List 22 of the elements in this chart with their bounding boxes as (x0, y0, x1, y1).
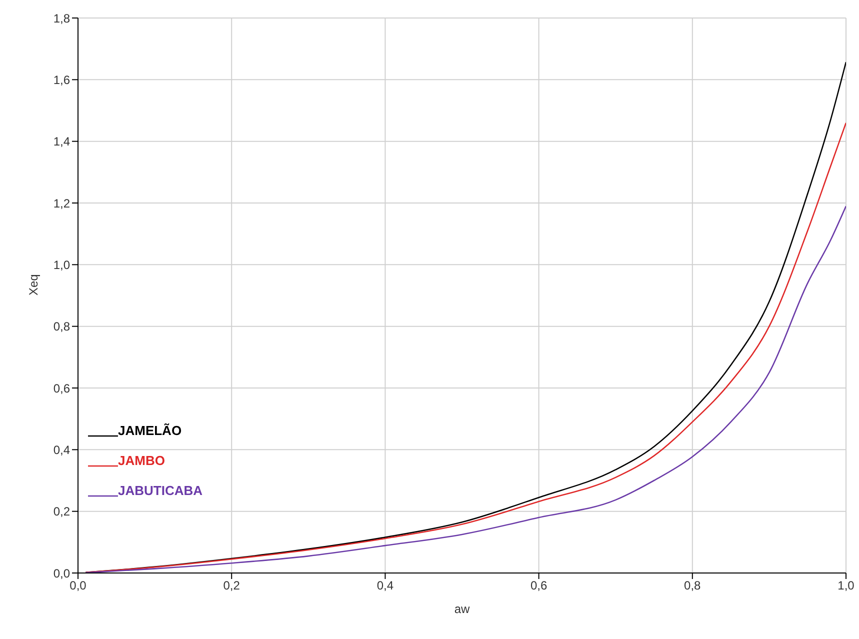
line-series (85, 205, 846, 573)
x-axis-title: aw (454, 602, 470, 616)
y-tick-label: 0,0 (53, 566, 70, 580)
y-tick-label: 1,8 (53, 11, 70, 26)
y-axis-title: Xeq (26, 274, 40, 296)
x-tick-label: 0,8 (684, 578, 702, 593)
legend-label: JAMELÃO (118, 423, 182, 438)
y-tick-label: 1,4 (53, 134, 70, 149)
y-tick-label: 1,2 (53, 196, 70, 210)
y-tick-label: 1,0 (53, 258, 70, 272)
legend-label: JABUTICABA (118, 483, 202, 498)
legend-label: JAMBO (118, 453, 165, 468)
y-tick-label: 1,6 (53, 72, 70, 87)
x-tick-label: 1,0 (838, 578, 855, 593)
x-tick-label: 0,2 (223, 578, 240, 593)
y-tick-label: 0,6 (53, 381, 70, 396)
y-tick-label: 0,4 (53, 442, 70, 457)
x-tick-label: 0,0 (70, 578, 87, 593)
y-tick-label: 0,8 (53, 320, 70, 334)
x-tick-label: 0,4 (376, 578, 394, 593)
x-tick-label: 0,6 (530, 578, 548, 593)
y-tick-label: 0,2 (53, 504, 70, 519)
